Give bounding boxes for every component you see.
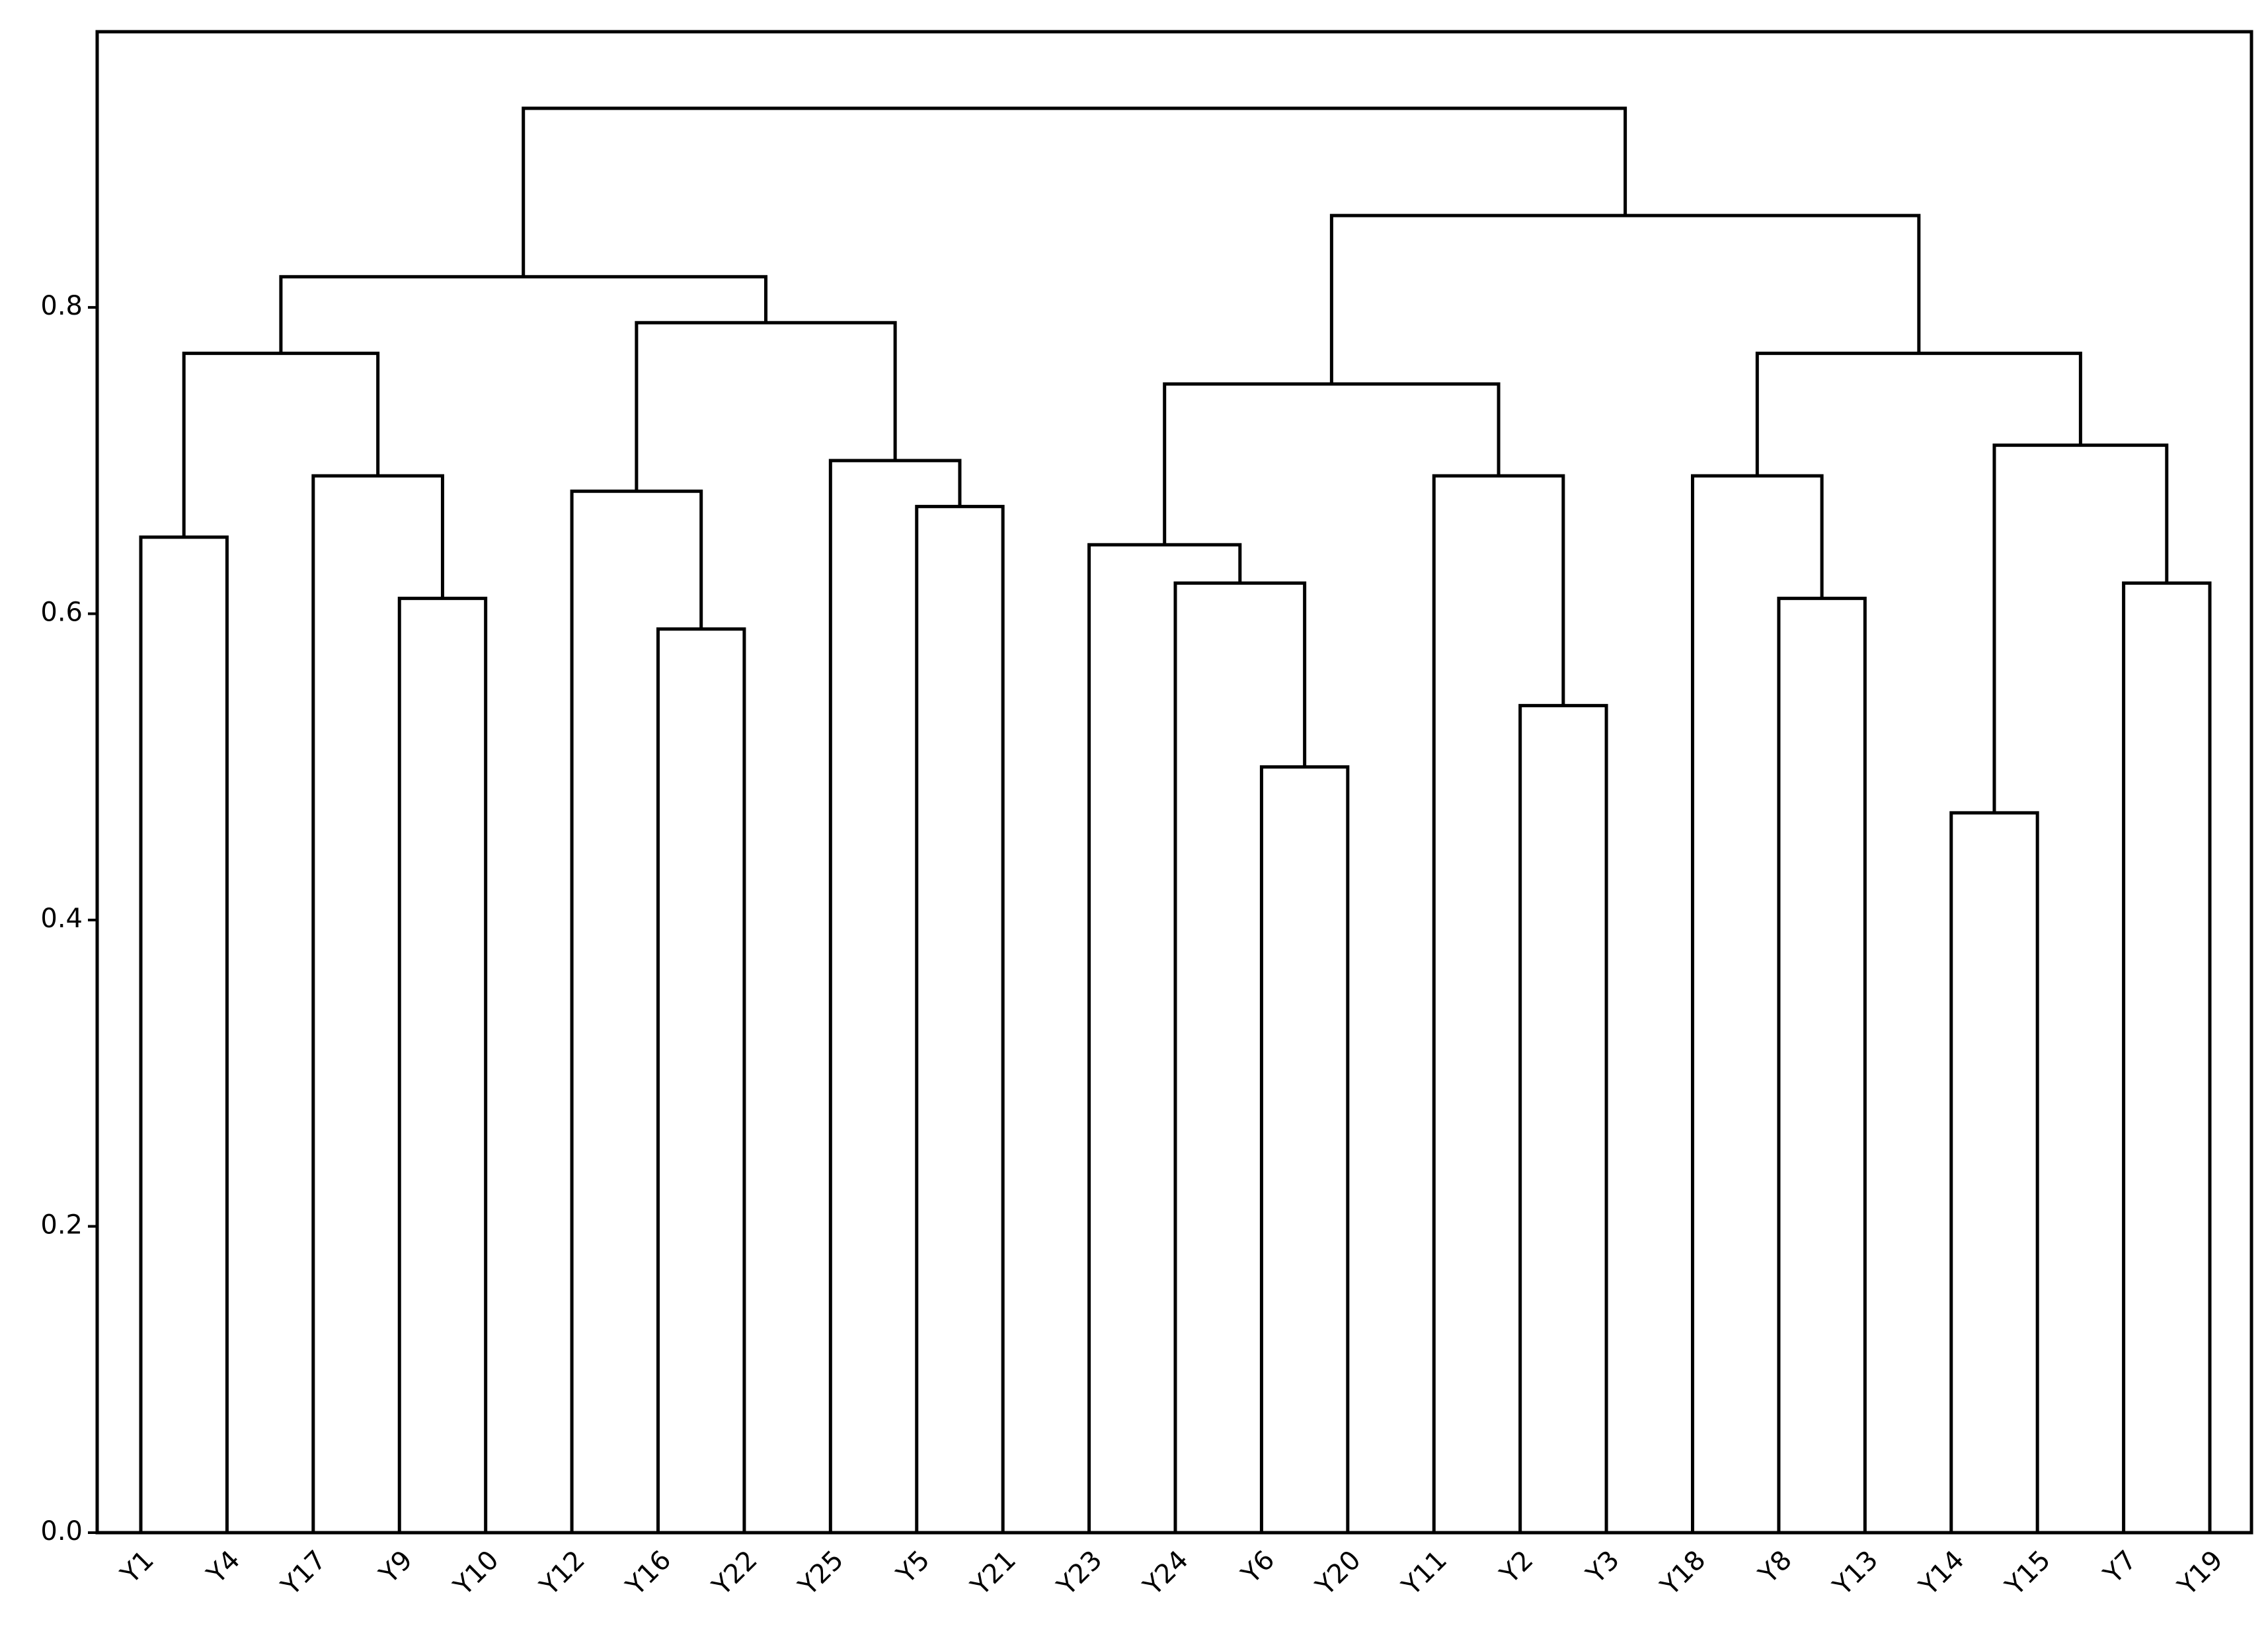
- plot-frame: [95, 30, 2253, 1535]
- dendrogram-link: [1432, 474, 1565, 1533]
- dendrogram-link: [182, 352, 380, 537]
- dendrogram-link: [279, 275, 768, 354]
- dendrogram-link: [1163, 382, 1501, 545]
- y-tick-label: 0.0: [40, 1516, 83, 1547]
- dendrogram-link: [1329, 213, 1921, 384]
- dendrogram-link: [1259, 765, 1350, 1533]
- y-tick-label: 0.4: [40, 903, 83, 934]
- dendrogram-link: [635, 321, 897, 492]
- dendrogram-link: [1949, 811, 2039, 1533]
- dendrogram-link: [1992, 443, 2169, 813]
- y-tick-label: 0.8: [40, 291, 83, 321]
- y-tick-label: 0.2: [40, 1210, 83, 1241]
- dendrogram-link: [1755, 352, 2082, 477]
- dendrogram-link: [915, 504, 1005, 1533]
- dendrogram-link: [2122, 581, 2212, 1533]
- dendrogram-link: [311, 474, 444, 1533]
- dendrogram-link: [1173, 581, 1307, 1533]
- y-tick-label: 0.6: [40, 597, 83, 628]
- dendrogram-link: [522, 106, 1627, 277]
- dendrogram-link: [1691, 474, 1824, 1533]
